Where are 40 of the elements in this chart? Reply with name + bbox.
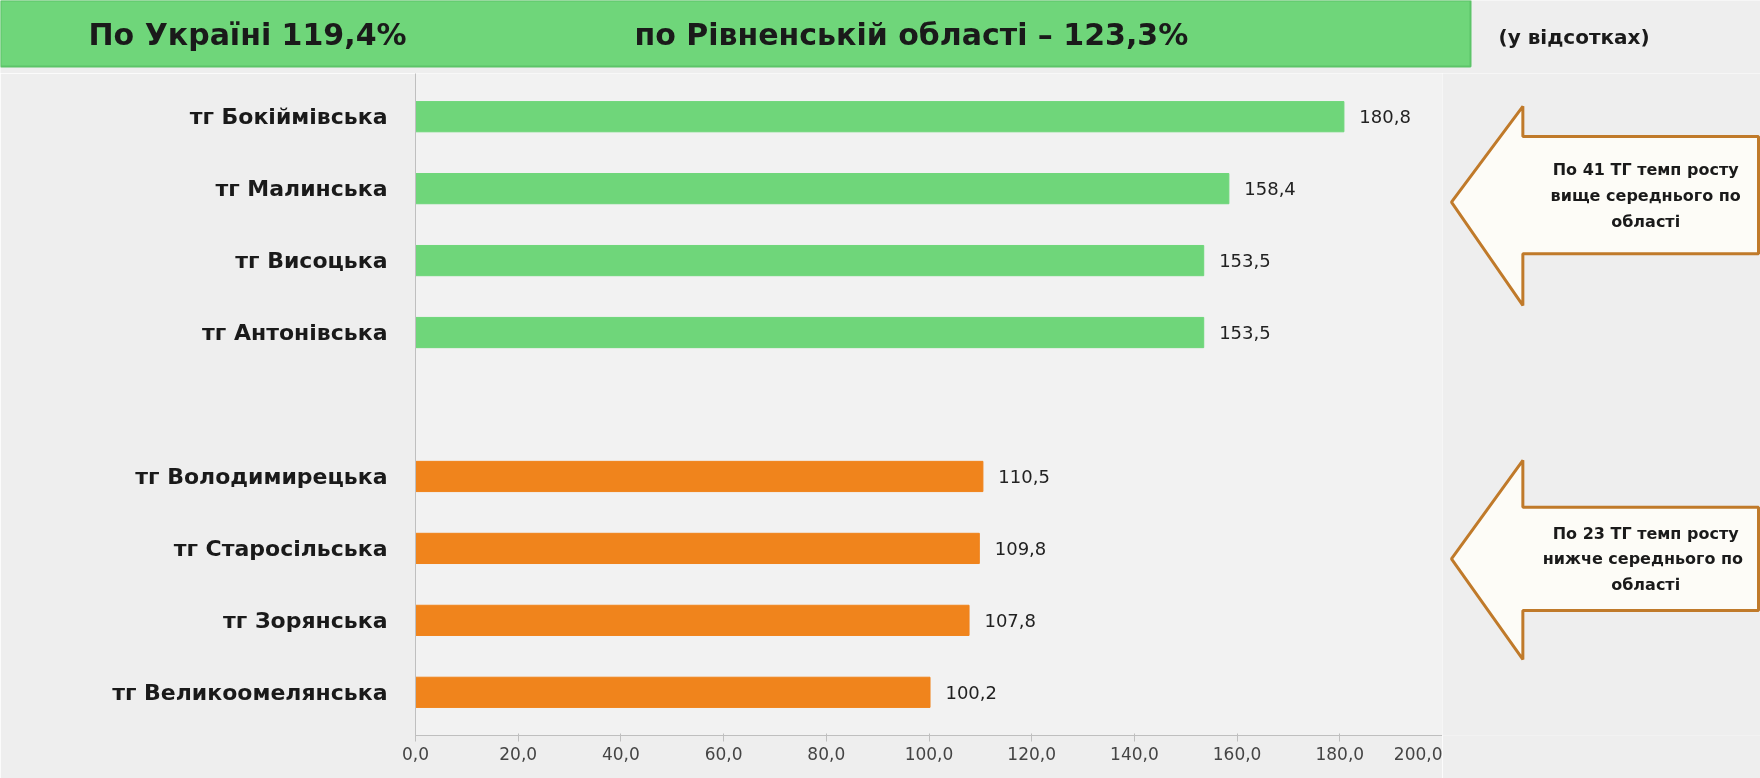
y-tick-label: тг Антонівська bbox=[202, 320, 388, 346]
bar bbox=[415, 101, 1345, 133]
y-tick-label: тг Висоцька bbox=[235, 248, 388, 274]
data-label: 153,5 bbox=[1219, 322, 1271, 344]
chart-subtitle: по Рівненській області – 123,3% bbox=[634, 17, 1189, 52]
y-tick-label: тг Великоомелянська bbox=[112, 679, 388, 705]
data-label: 107,8 bbox=[984, 609, 1036, 631]
x-tick-label: 180,0 bbox=[1315, 743, 1365, 764]
y-tick-label: тг Малинська bbox=[215, 176, 388, 202]
data-label: 153,5 bbox=[1219, 250, 1271, 272]
x-tick-label: 200,0 bbox=[1393, 743, 1443, 764]
y-tick-label: тг Старосільська bbox=[173, 535, 388, 561]
y-tick-label: тг Бокіймівська bbox=[189, 104, 388, 130]
chart-title: По Україні 119,4% bbox=[88, 17, 407, 52]
data-label: 100,2 bbox=[945, 681, 997, 703]
data-label: 158,4 bbox=[1244, 178, 1296, 200]
text: По 23 ТГ темп росту нижче середнього по області bbox=[1542, 523, 1744, 595]
x-tick-label: 160,0 bbox=[1212, 743, 1262, 764]
x-tick-label: 60,0 bbox=[704, 743, 743, 764]
x-tick-label: 40,0 bbox=[601, 743, 640, 764]
bar bbox=[415, 244, 1205, 277]
bar bbox=[415, 676, 931, 708]
y-tick-label: тг Зорянська bbox=[223, 607, 388, 633]
x-tick-label: 100,0 bbox=[904, 743, 954, 764]
x-tick-label: 80,0 bbox=[807, 743, 846, 764]
bar bbox=[415, 604, 970, 636]
bar bbox=[415, 173, 1230, 205]
text: (у відсотках) bbox=[1498, 24, 1650, 49]
bar bbox=[415, 460, 984, 493]
data-label: 180,8 bbox=[1359, 106, 1411, 128]
data-label: 109,8 bbox=[994, 537, 1047, 559]
bar bbox=[415, 532, 980, 565]
y-tick-label: тг Володимирецька bbox=[135, 463, 388, 489]
x-tick-label: 0,0 bbox=[401, 743, 430, 764]
x-tick-label: 140,0 bbox=[1110, 743, 1159, 764]
data-label: 110,5 bbox=[998, 465, 1050, 487]
x-tick-label: 20,0 bbox=[499, 743, 538, 764]
bar bbox=[415, 316, 1205, 349]
text: По 41 ТГ темп росту вище середнього по області bbox=[1550, 160, 1741, 231]
x-tick-label: 120,0 bbox=[1007, 743, 1057, 764]
